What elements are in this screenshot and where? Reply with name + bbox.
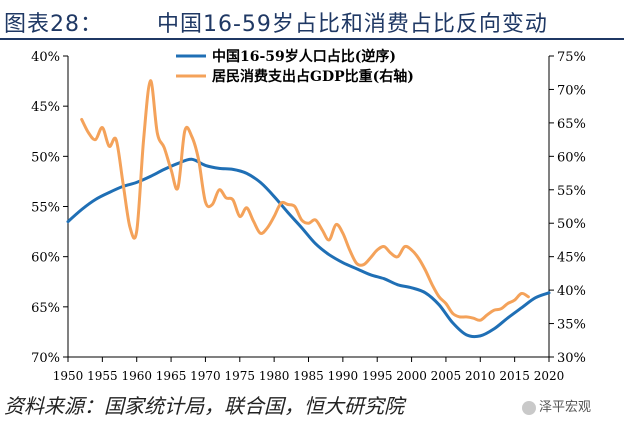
x-tick-label: 1975	[225, 369, 256, 383]
series-line-2	[80, 79, 530, 322]
x-tick-label: 1950	[53, 369, 84, 383]
source-note: 资料来源：国家统计局，联合国，恒大研究院	[4, 394, 404, 418]
legend: 中国16-59岁人口占比(逆序) 居民消费支出占GDP比重(右轴)	[176, 48, 414, 85]
x-tick-label: 1965	[156, 369, 187, 383]
title-bar: 图表28： 中国16-59岁占比和消费占比反向变动	[0, 0, 624, 40]
x-tick-label: 2010	[465, 369, 496, 383]
right-tick-label: 40%	[557, 284, 586, 299]
right-tick-label: 75%	[557, 50, 586, 65]
left-tick-label: 70%	[31, 351, 60, 366]
right-tick-label: 70%	[557, 83, 586, 98]
x-tick-label: 1995	[362, 369, 393, 383]
right-tick-label: 30%	[557, 351, 586, 366]
left-tick-label: 55%	[31, 201, 60, 216]
right-tick-label: 45%	[557, 251, 586, 266]
x-tick-label: 2000	[396, 369, 427, 383]
right-tick-label: 65%	[557, 117, 586, 132]
x-tick-label: 1960	[121, 369, 152, 383]
watermark-text: 泽平宏观	[539, 400, 592, 415]
title-rule	[0, 38, 624, 40]
legend-label-2: 居民消费支出占GDP比重(右轴)	[212, 68, 414, 85]
left-tick-label: 60%	[31, 251, 60, 266]
chart: 40% 45% 50% 55% 60% 65% 70% 30% 35% 40% 45% 50% 55% 6…	[31, 48, 586, 383]
series-layer	[66, 79, 551, 339]
left-tick-label: 50%	[31, 150, 60, 165]
left-tick-label: 65%	[31, 301, 60, 316]
watermark: 泽平宏观	[522, 396, 591, 415]
x-tick-label: 1985	[293, 369, 324, 383]
x-tick-label: 1955	[87, 369, 118, 383]
right-tick-label: 50%	[557, 217, 586, 232]
axes: 40% 45% 50% 55% 60% 65% 70% 30% 35% 40% 45% 50% 55% 6…	[31, 50, 586, 383]
series-line-1	[66, 157, 551, 339]
x-tick-label: 2005	[431, 369, 462, 383]
figure-label: 图表28：	[4, 12, 103, 37]
x-tick-label: 1970	[190, 369, 221, 383]
x-tick-label: 1980	[259, 369, 290, 383]
legend-label-1: 中国16-59岁人口占比(逆序)	[212, 48, 396, 65]
right-tick-label: 55%	[557, 184, 586, 199]
wechat-icon	[522, 400, 536, 415]
left-tick-label: 45%	[31, 100, 60, 115]
x-tick-label: 2020	[534, 369, 565, 383]
page-title: 中国16-59岁占比和消费占比反向变动	[157, 12, 548, 37]
left-tick-label: 40%	[31, 50, 60, 65]
x-tick-label: 1990	[328, 369, 359, 383]
right-tick-label: 35%	[557, 318, 586, 333]
right-tick-label: 60%	[557, 150, 586, 165]
x-tick-label: 2015	[499, 369, 530, 383]
